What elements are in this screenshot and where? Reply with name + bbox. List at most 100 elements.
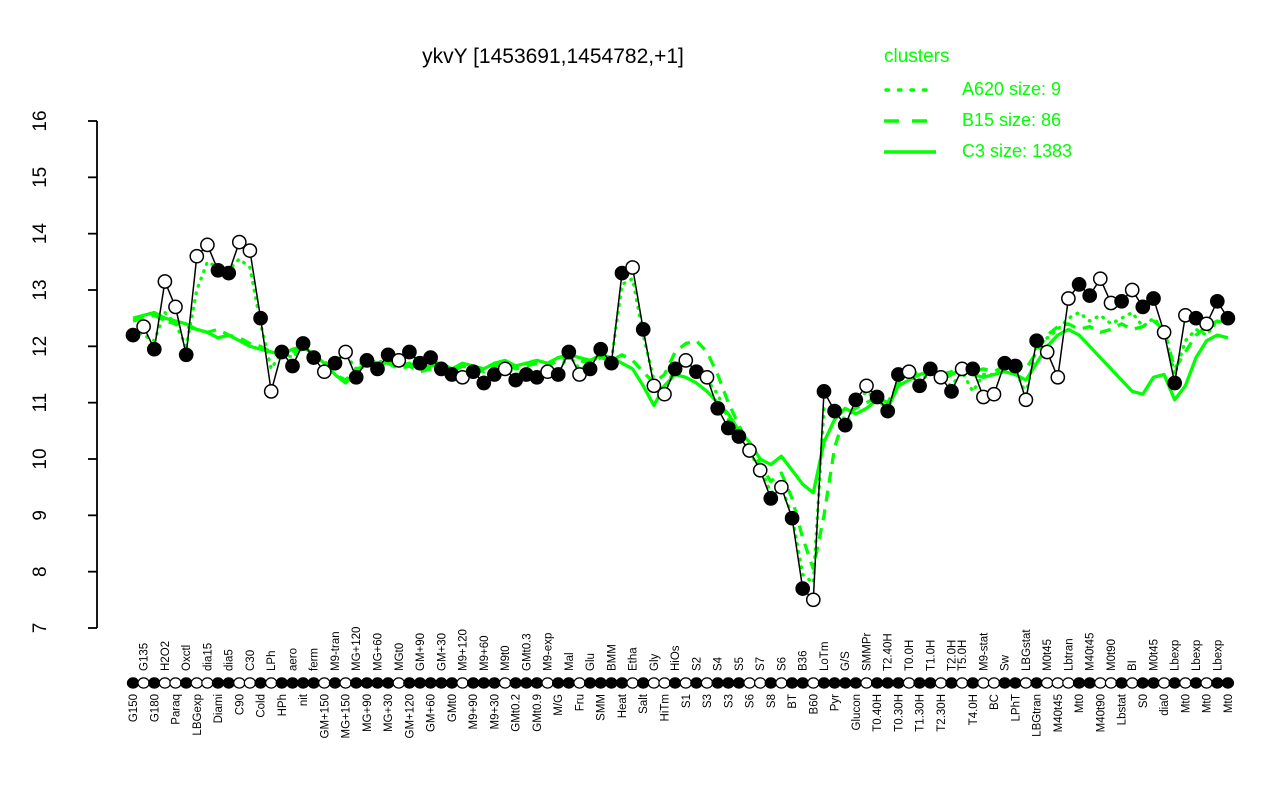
condition-marker: [562, 677, 576, 689]
svg-text:GM+60: GM+60: [426, 694, 438, 732]
condition-marker: [870, 677, 884, 689]
data-point: [933, 369, 949, 385]
legend-title: clusters: [884, 46, 950, 67]
svg-text:Glu: Glu: [585, 653, 597, 671]
data-point: [370, 361, 385, 377]
svg-text:GMt0.3: GMt0.3: [521, 633, 533, 671]
svg-text:BC: BC: [989, 694, 1001, 710]
data-point: [1082, 288, 1098, 303]
condition-marker: [1189, 677, 1203, 689]
svg-text:M9+90: M9+90: [468, 694, 480, 729]
condition-marker: [179, 677, 193, 689]
condition-marker: [594, 677, 607, 689]
svg-text:M40t45: M40t45: [1085, 633, 1097, 671]
condition-marker: [658, 677, 671, 689]
condition-marker: [158, 677, 172, 689]
data-point: [391, 353, 407, 368]
gene-data-points: [125, 234, 1236, 608]
svg-text:7: 7: [30, 623, 51, 634]
svg-text:Mt0: Mt0: [1223, 694, 1235, 713]
condition-marker: [222, 677, 235, 689]
condition-marker: [892, 677, 905, 689]
data-point: [423, 350, 438, 365]
data-point: [348, 369, 364, 385]
data-point: [1135, 299, 1151, 315]
condition-marker: [126, 677, 140, 689]
svg-text:13: 13: [30, 279, 51, 300]
svg-text:M0t90: M0t90: [1106, 639, 1118, 671]
svg-text:S1: S1: [681, 694, 693, 708]
condition-marker: [754, 677, 767, 689]
condition-marker: [265, 677, 278, 689]
svg-text:SMMPr: SMMPr: [862, 633, 874, 672]
condition-marker: [1147, 677, 1160, 689]
condition-marker: [998, 677, 1011, 689]
condition-marker: [955, 677, 969, 689]
svg-text:dia0: dia0: [1159, 694, 1171, 716]
data-point: [1199, 316, 1214, 332]
svg-text:ferm: ferm: [309, 648, 321, 671]
data-point: [1029, 333, 1044, 349]
svg-text:Paraq: Paraq: [171, 694, 183, 725]
svg-text:GM+30: GM+30: [436, 633, 448, 671]
svg-text:LoTm: LoTm: [819, 642, 831, 671]
data-point: [837, 417, 853, 433]
condition-marker: [796, 677, 809, 689]
condition-marker: [1094, 677, 1107, 689]
data-point: [742, 443, 757, 458]
condition-marker: [924, 677, 937, 689]
svg-text:MG+120: MG+120: [351, 627, 363, 671]
svg-text:S0: S0: [1138, 694, 1150, 708]
condition-marker: [488, 677, 501, 689]
svg-text:Cold: Cold: [256, 694, 268, 718]
data-point: [253, 310, 268, 326]
condition-marker: [211, 677, 225, 689]
legend-item-b15: B15 size: 86: [884, 105, 1072, 136]
condition-marker: [1072, 677, 1086, 689]
legend-item-c3: C3 size: 1383: [884, 136, 1072, 167]
data-point: [231, 234, 247, 250]
condition-marker: [403, 677, 416, 689]
condition-marker: [456, 677, 469, 689]
data-point: [1209, 293, 1225, 309]
data-point: [625, 260, 640, 275]
condition-marker: [775, 677, 788, 689]
svg-text:M0t45: M0t45: [1042, 639, 1054, 671]
data-point: [1167, 375, 1183, 391]
svg-text:Etha: Etha: [628, 647, 640, 671]
condition-labels: G150 G135 G180 H2O2 Paraq Oxctl LBGexp dia15 Dia…: [128, 627, 1235, 739]
data-point: [880, 403, 896, 419]
svg-text:S2: S2: [691, 657, 703, 671]
data-point: [146, 341, 162, 357]
condition-marker: [615, 677, 629, 689]
svg-text:T0.0H: T0.0H: [904, 640, 916, 671]
condition-marker: [445, 677, 459, 689]
svg-text:Lbexp: Lbexp: [1191, 640, 1203, 671]
legend-label: C3 size: 1383: [962, 141, 1073, 161]
condition-marker: [169, 677, 182, 689]
svg-text:Fru: Fru: [575, 694, 587, 711]
svg-text:M9t0: M9t0: [500, 645, 512, 671]
condition-marker: [573, 677, 586, 689]
condition-marker-row: [126, 677, 1235, 689]
svg-text:M9+30: M9+30: [489, 694, 501, 729]
condition-marker: [743, 677, 756, 689]
svg-text:8: 8: [30, 566, 51, 577]
condition-marker: [1019, 677, 1033, 689]
condition-marker: [583, 677, 597, 689]
legend-label: A620 size: 9: [962, 79, 1062, 99]
data-point: [274, 344, 290, 360]
condition-marker: [1083, 677, 1096, 689]
data-point: [731, 429, 747, 444]
svg-text:MG+150: MG+150: [341, 694, 353, 738]
condition-marker: [881, 677, 894, 689]
condition-marker: [148, 677, 161, 689]
svg-text:dia5: dia5: [224, 649, 236, 671]
condition-marker: [233, 677, 246, 689]
svg-text:14: 14: [30, 223, 51, 245]
svg-text:M/G: M/G: [553, 694, 565, 716]
svg-text:T0.40H: T0.40H: [872, 694, 884, 732]
svg-text:Lbtran: Lbtran: [1063, 638, 1075, 671]
